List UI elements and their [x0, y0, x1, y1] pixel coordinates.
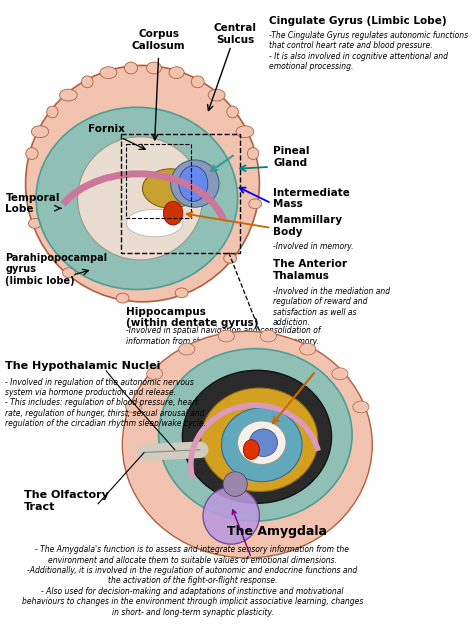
Circle shape [164, 202, 183, 225]
Text: Temporal
Lobe: Temporal Lobe [5, 193, 60, 214]
Ellipse shape [300, 343, 316, 355]
Ellipse shape [201, 388, 318, 492]
Ellipse shape [179, 343, 195, 355]
Circle shape [243, 439, 259, 459]
Text: The Olfactory
Tract: The Olfactory Tract [24, 490, 109, 511]
Text: -Involved in the mediation and
regulation of reward and
satisfaction as well as
: -Involved in the mediation and regulatio… [273, 287, 390, 328]
Text: The Hypothalamic Nuclei: The Hypothalamic Nuclei [5, 361, 161, 371]
Text: Fornix: Fornix [89, 125, 125, 134]
Text: Corpus
Callosum: Corpus Callosum [132, 29, 185, 51]
Text: The Anterior
Thalamus: The Anterior Thalamus [273, 259, 347, 281]
Ellipse shape [223, 472, 247, 496]
Circle shape [179, 166, 208, 202]
Ellipse shape [59, 89, 77, 101]
Text: Central
Sulcus: Central Sulcus [214, 23, 257, 45]
Ellipse shape [247, 148, 259, 160]
FancyArrowPatch shape [145, 450, 200, 452]
Ellipse shape [203, 487, 259, 544]
Text: Mammillary
Body: Mammillary Body [273, 215, 342, 237]
Ellipse shape [175, 288, 188, 298]
Ellipse shape [100, 67, 117, 79]
Text: -The Cingulate Gyrus regulates autonomic functions
that control heart rate and b: -The Cingulate Gyrus regulates autonomic… [269, 31, 468, 71]
Text: -Involved in memory.: -Involved in memory. [273, 242, 354, 251]
Ellipse shape [208, 89, 225, 101]
Ellipse shape [127, 209, 183, 237]
Bar [121, 134, 240, 252]
Ellipse shape [146, 62, 162, 74]
Ellipse shape [159, 349, 352, 521]
Ellipse shape [146, 368, 163, 380]
Ellipse shape [171, 160, 219, 207]
Ellipse shape [353, 401, 369, 413]
Ellipse shape [122, 331, 372, 558]
Ellipse shape [36, 107, 237, 289]
Ellipse shape [28, 218, 41, 228]
Ellipse shape [260, 330, 276, 342]
Ellipse shape [63, 268, 75, 277]
Ellipse shape [78, 137, 202, 260]
Ellipse shape [124, 62, 137, 74]
Ellipse shape [31, 126, 49, 137]
FancyArrowPatch shape [145, 450, 200, 452]
Text: Hippocampus
(within dentate gyrus): Hippocampus (within dentate gyrus) [127, 307, 259, 328]
Ellipse shape [224, 253, 237, 263]
Ellipse shape [82, 76, 93, 88]
Text: Parahipopocampal
gyrus
(limbic lobe): Parahipopocampal gyrus (limbic lobe) [5, 252, 108, 286]
Ellipse shape [227, 106, 238, 118]
Ellipse shape [47, 106, 58, 118]
Ellipse shape [169, 67, 184, 79]
Ellipse shape [126, 401, 142, 413]
Text: -Involved in spatial navigation and consolidation of
information from short-term: -Involved in spatial navigation and cons… [127, 326, 321, 346]
Bar [127, 144, 191, 218]
Ellipse shape [182, 370, 331, 503]
Ellipse shape [191, 76, 204, 88]
Ellipse shape [26, 66, 259, 302]
Text: - The Amygdala's function is to assess and integrate sensory information from th: - The Amygdala's function is to assess a… [22, 545, 363, 616]
Ellipse shape [116, 293, 129, 303]
Ellipse shape [236, 126, 254, 137]
Text: - Involved in regulation of the autonomic nervous
system via hormone production : - Involved in regulation of the autonomi… [5, 378, 207, 428]
Text: Pineal
Gland: Pineal Gland [273, 146, 310, 168]
Ellipse shape [218, 330, 234, 342]
Ellipse shape [26, 148, 38, 160]
Text: Intermediate
Mass: Intermediate Mass [273, 188, 350, 209]
Ellipse shape [143, 169, 199, 208]
Text: Cingulate Gyrus (Limbic Lobe): Cingulate Gyrus (Limbic Lobe) [269, 16, 447, 26]
Text: The Amygdala: The Amygdala [227, 525, 327, 539]
Ellipse shape [249, 199, 262, 209]
Ellipse shape [237, 421, 286, 464]
Ellipse shape [249, 429, 277, 457]
Ellipse shape [332, 368, 348, 380]
Ellipse shape [221, 408, 302, 481]
